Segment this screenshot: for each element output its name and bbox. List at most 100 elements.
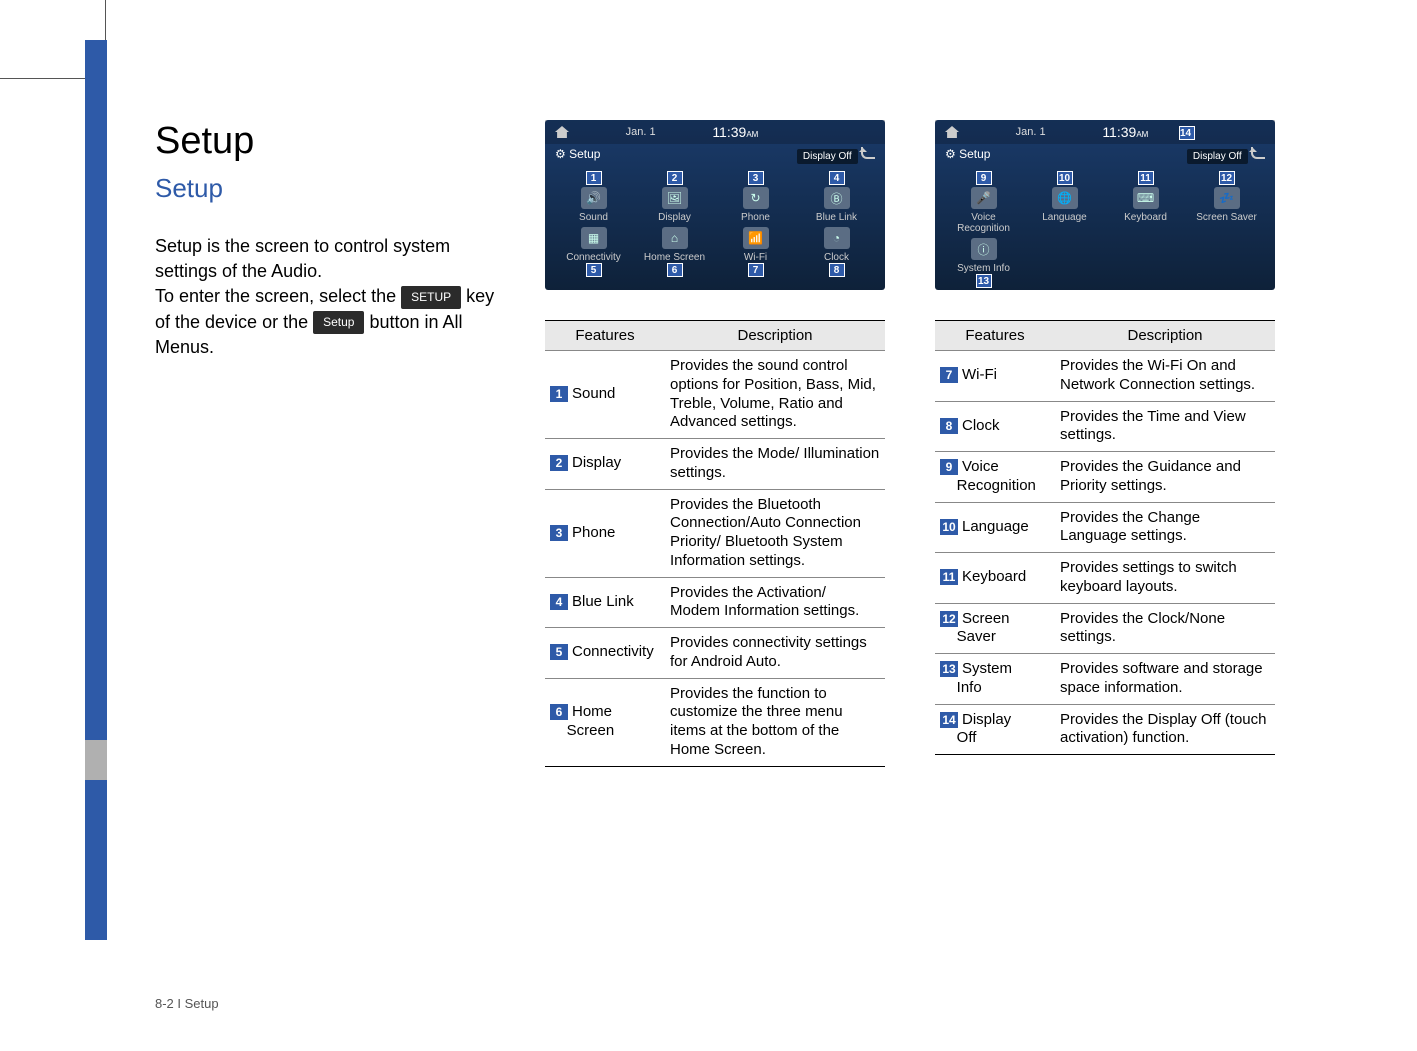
setup-button-label: Setup: [313, 311, 364, 334]
ss-badge: 12: [1219, 171, 1235, 185]
ss-badge: 13: [976, 274, 992, 288]
table-row: 4Blue LinkProvides the Activation/ Modem…: [545, 577, 885, 628]
feature-num-badge: 10: [940, 519, 958, 535]
back-icon: [1251, 147, 1265, 159]
feature-num-badge: 4: [550, 594, 568, 610]
table-row: 1SoundProvides the sound control options…: [545, 351, 885, 439]
ss2-badge-14: 14: [1179, 126, 1195, 140]
feature-name: Blue Link: [572, 593, 634, 610]
table-row: 7Wi-FiProvides the Wi-Fi On and Network …: [935, 351, 1275, 402]
ss-badge: 1: [586, 171, 602, 185]
ss-badge: 11: [1138, 171, 1154, 185]
ss-item-label: Sound: [555, 212, 632, 223]
intro-line2a: To enter the screen, select the: [155, 286, 401, 306]
ss-menu-item: 2🖼Display: [636, 171, 713, 223]
table-row: 8ClockProvides the Time and View setting…: [935, 401, 1275, 452]
table-row: 11KeyboardProvides settings to switch ke…: [935, 553, 1275, 604]
feature-desc-cell: Provides connectivity settings for Andro…: [665, 628, 885, 679]
ss2-time: 11:39: [1102, 124, 1136, 140]
feature-name-cell: 5Connectivity: [545, 628, 665, 679]
feature-name: Wi-Fi: [962, 366, 997, 383]
feature-desc-cell: Provides the Change Language settings.: [1055, 502, 1275, 553]
table-row: 12Screen SaverProvides the Clock/None se…: [935, 603, 1275, 654]
feature-desc-cell: Provides settings to switch keyboard lay…: [1055, 553, 1275, 604]
ss-item-icon: 💤: [1214, 187, 1240, 209]
feature-num-badge: 5: [550, 644, 568, 660]
ss-badge: 7: [748, 263, 764, 277]
feature-num-badge: 9: [940, 459, 958, 475]
feature-desc-cell: Provides the function to customize the t…: [665, 678, 885, 766]
ss-item-label: Display: [636, 212, 713, 223]
ss-item-icon: ◔: [824, 227, 850, 249]
table-row: 2DisplayProvides the Mode/ Illumination …: [545, 439, 885, 490]
th-description-1: Description: [665, 321, 885, 351]
ss-menu-item: 11⌨Keyboard: [1107, 171, 1184, 234]
ss1-title-row: ⚙ Setup Display Off: [545, 144, 885, 165]
page-subtitle: Setup: [155, 173, 495, 204]
feature-desc-cell: Provides the Display Off (touch activati…: [1055, 704, 1275, 755]
ss-item-icon: 🌐: [1052, 187, 1078, 209]
ss2-date: Jan. 1: [1016, 126, 1046, 138]
table-row: 10Language Provides the Change Language s…: [935, 502, 1275, 553]
ss2-display-off: Display Off: [1187, 149, 1248, 164]
feature-num-badge: 1: [550, 386, 568, 402]
ss2-title-row: ⚙ Setup Display Off: [935, 144, 1275, 165]
ss-item-label: Home Screen: [636, 252, 713, 263]
ss-item-label: Screen Saver: [1188, 212, 1265, 223]
feature-num-badge: 7: [940, 367, 958, 383]
page-title: Setup: [155, 120, 495, 163]
table-row: 9Voice RecognitionProvides the Guidance …: [935, 452, 1275, 503]
feature-name: Display: [572, 454, 621, 471]
feature-name: Clock: [962, 417, 1000, 434]
ss1-date: Jan. 1: [626, 126, 656, 138]
ss-item-icon: 🔊: [581, 187, 607, 209]
ss-item-icon: ↻: [743, 187, 769, 209]
ss-menu-item: 9🎤Voice Recognition: [945, 171, 1022, 234]
feature-name: Phone: [572, 524, 615, 541]
ss-item-label: Clock: [798, 252, 875, 263]
ss-menu-item: ◔Clock8: [798, 227, 875, 279]
feature-desc-cell: Provides the Wi-Fi On and Network Connec…: [1055, 351, 1275, 402]
th-features-2: Features: [935, 321, 1055, 351]
ss1-setup-label: Setup: [569, 147, 600, 161]
setup-key-label: SETUP: [401, 286, 461, 309]
feature-desc-cell: Provides the Mode/ Illumination settings…: [665, 439, 885, 490]
ss-item-label: Connectivity: [555, 252, 632, 263]
ss2-grid: 9🎤Voice Recognition10🌐Language11⌨Keyboar…: [935, 165, 1275, 294]
ss-menu-item: 10🌐Language: [1026, 171, 1103, 234]
feature-name-cell: 11Keyboard: [935, 553, 1055, 604]
feature-name-cell: 4Blue Link: [545, 577, 665, 628]
feature-num-badge: 11: [940, 569, 958, 585]
feature-desc-cell: Provides the sound control options for P…: [665, 351, 885, 439]
ss-menu-item: 12 💤 Screen Saver: [1188, 171, 1265, 234]
ss-badge: 10: [1057, 171, 1073, 185]
content-area: Setup Setup Setup is the screen to contr…: [107, 40, 1417, 767]
back-icon: [861, 147, 875, 159]
ss-item-icon: ⓘ: [971, 238, 997, 260]
ss2-topbar: Jan. 1 11:39AM: [935, 120, 1275, 144]
ss-badge: 9: [976, 171, 992, 185]
ss-item-label: System Info: [945, 263, 1022, 274]
feature-name: Keyboard: [962, 568, 1026, 585]
table-row: 6Home ScreenProvides the function to cus…: [545, 678, 885, 766]
feature-num-badge: 13: [940, 661, 958, 677]
feature-name: Connectivity: [572, 643, 654, 660]
ss-menu-item: ▦Connectivity5: [555, 227, 632, 279]
ss-item-label: Phone: [717, 212, 794, 223]
feature-name-cell: 7Wi-Fi: [935, 351, 1055, 402]
feature-name-cell: 1Sound: [545, 351, 665, 439]
ss-item-icon: Ⓑ: [824, 187, 850, 209]
ss1-topbar: Jan. 1 11:39AM: [545, 120, 885, 144]
feature-name: Sound: [572, 385, 615, 402]
screenshot-1: Jan. 1 11:39AM ⚙ Setup Display Off 1 🔊 Sou…: [545, 120, 885, 290]
ss2-ampm: AM: [1136, 130, 1148, 139]
ss-item-icon: ▦: [581, 227, 607, 249]
ss-menu-item: 1 🔊 Sound: [555, 171, 632, 223]
feature-name: Language: [962, 518, 1029, 535]
ss-menu-item: 📶Wi-Fi7: [717, 227, 794, 279]
feature-name-cell: 13System Info: [935, 654, 1055, 705]
intro-line1: Setup is the screen to control system se…: [155, 236, 450, 281]
ss-menu-item: 4ⒷBlue Link: [798, 171, 875, 223]
home-icon: [555, 126, 569, 138]
feature-name-cell: 2Display: [545, 439, 665, 490]
